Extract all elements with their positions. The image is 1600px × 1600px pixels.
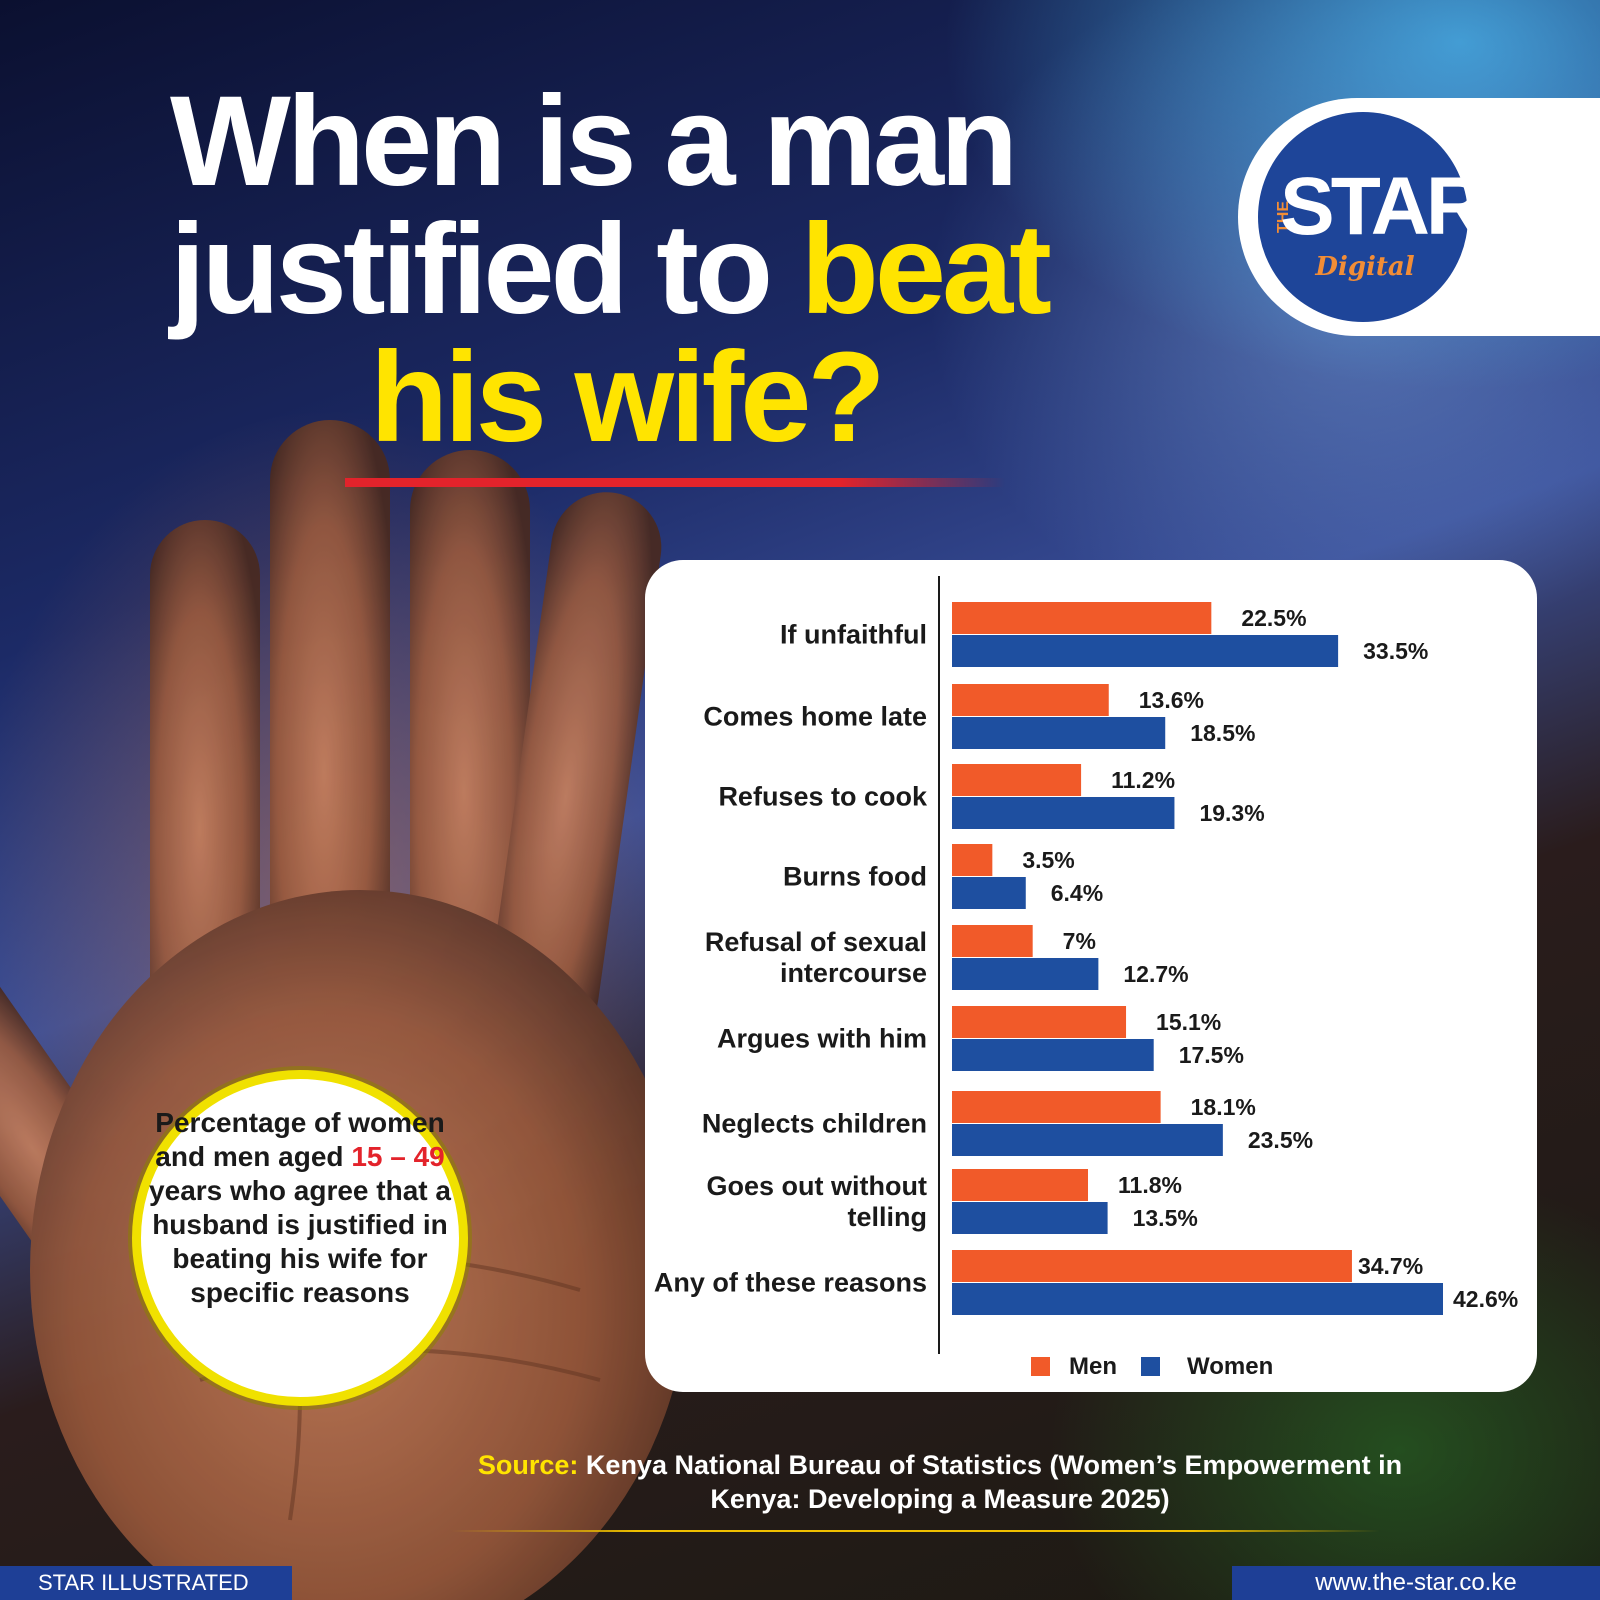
bar-men: [952, 764, 1082, 796]
description-circle: [132, 1070, 468, 1406]
data-label-men: 13.6%: [1139, 687, 1204, 713]
bar-women: [952, 1039, 1154, 1071]
data-label-men: 11.8%: [1118, 1172, 1182, 1198]
bar-women: [952, 797, 1175, 829]
bar-women: [952, 717, 1166, 749]
page-title: When is a man justified to beat his wife…: [170, 78, 1130, 462]
data-label-men: 18.1%: [1191, 1094, 1256, 1120]
bar-chart: If unfaithful 22.5% 33.5% Comes home late 13…: [654, 576, 1518, 1380]
category-label: Any of these reasons: [654, 1268, 927, 1298]
category-label: Refusal of sexual: [705, 927, 927, 957]
legend-label-men: Men: [1069, 1353, 1117, 1380]
footer-brand: STAR ILLUSTRATED: [0, 1566, 292, 1600]
bar-men: [952, 1250, 1352, 1282]
description-age-range: 15 – 49: [351, 1141, 445, 1172]
category-label: Burns food: [783, 862, 927, 892]
bar-men: [952, 925, 1033, 957]
data-label-women: 42.6%: [1453, 1286, 1518, 1312]
title-underline: [345, 478, 1005, 487]
category-label: If unfaithful: [780, 620, 927, 650]
legend-label-women: Women: [1187, 1353, 1273, 1380]
data-label-men: 34.7%: [1358, 1253, 1423, 1279]
bar-women: [952, 1124, 1223, 1156]
source-note: Source: Kenya National Bureau of Statist…: [440, 1448, 1440, 1516]
title-line-3: his wife?: [370, 326, 886, 469]
legend-swatch-women: [1141, 1357, 1160, 1376]
data-label-women: 19.3%: [1199, 800, 1264, 826]
data-label-women: 23.5%: [1248, 1127, 1313, 1153]
chart-description: Percentage of women and men aged 15 – 49…: [140, 1106, 460, 1310]
data-label-women: 6.4%: [1051, 880, 1103, 906]
data-label-women: 13.5%: [1133, 1205, 1198, 1231]
hand-illustration: [0, 420, 690, 1600]
bar-women: [952, 635, 1339, 667]
bar-men: [952, 1006, 1127, 1038]
bar-men: [952, 844, 993, 876]
title-line-2: justified to: [170, 198, 801, 341]
category-label: telling: [848, 1202, 928, 1232]
bar-women: [952, 877, 1026, 909]
category-label: intercourse: [780, 958, 927, 988]
bar-men: [952, 1091, 1161, 1123]
data-label-men: 15.1%: [1156, 1009, 1221, 1035]
description-part-1: Percentage of women and men aged: [155, 1107, 445, 1172]
source-rule: [450, 1530, 1380, 1532]
source-text: Kenya National Bureau of Statistics (Wom…: [578, 1450, 1403, 1514]
category-label: Comes home late: [703, 702, 927, 732]
data-label-men: 22.5%: [1241, 605, 1306, 631]
bar-men: [952, 602, 1212, 634]
title-line-1: When is a man: [170, 70, 1018, 213]
bar-women: [952, 958, 1099, 990]
footer-website-link[interactable]: www.the-star.co.ke: [1232, 1566, 1600, 1600]
bar-men: [952, 684, 1109, 716]
category-label: Neglects children: [702, 1109, 927, 1139]
data-label-women: 17.5%: [1179, 1042, 1244, 1068]
source-label: Source:: [477, 1450, 579, 1480]
bar-women: [952, 1283, 1443, 1315]
data-label-women: 33.5%: [1363, 638, 1428, 664]
bar-women: [952, 1202, 1108, 1234]
data-label-men: 11.2%: [1111, 767, 1175, 793]
category-label: Argues with him: [717, 1024, 927, 1054]
description-part-2: years who agree that a husband is justif…: [149, 1175, 451, 1308]
title-highlight-beat: beat: [800, 198, 1052, 341]
data-label-men: 7%: [1063, 928, 1096, 954]
category-label: Goes out without: [707, 1171, 927, 1201]
category-label: Refuses to cook: [718, 782, 928, 812]
data-label-men: 3.5%: [1022, 847, 1074, 873]
logo-star-text: STAR: [1280, 161, 1485, 252]
data-label-women: 18.5%: [1190, 720, 1255, 746]
logo-digital-text: Digital: [1315, 252, 1415, 282]
star-digital-logo: [1258, 112, 1468, 322]
bar-men: [952, 1169, 1089, 1201]
legend-swatch-men: [1031, 1357, 1050, 1376]
chart-card: If unfaithful 22.5% 33.5% Comes home late 13…: [645, 560, 1537, 1392]
data-label-women: 12.7%: [1123, 961, 1188, 987]
